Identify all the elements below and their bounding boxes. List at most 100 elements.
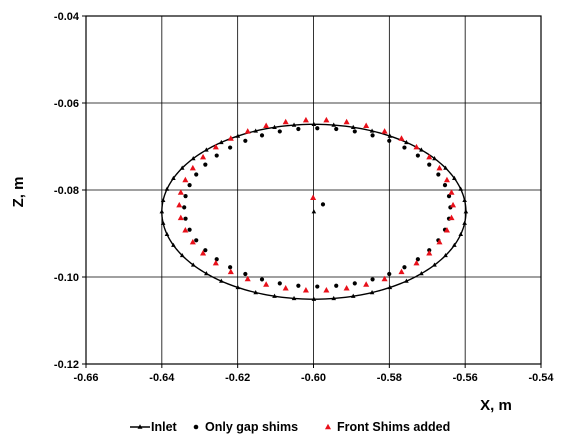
point-front-shims-added	[381, 275, 388, 282]
point-only-gap-shims	[315, 284, 320, 289]
x-tick-label: -0.64	[149, 372, 175, 384]
point-front-shims-added	[200, 249, 207, 256]
point-front-shims-added	[177, 214, 184, 221]
point-inlet	[253, 290, 259, 295]
point-only-gap-shims	[446, 194, 452, 199]
point-front-shims-added	[177, 189, 184, 195]
point-front-shims-added	[443, 227, 450, 233]
point-only-gap-shims	[352, 129, 357, 134]
point-only-gap-shims	[352, 281, 357, 286]
point-front-shims-added	[244, 275, 251, 282]
point-front-shims-added	[282, 118, 289, 125]
point-front-shims-added	[343, 285, 350, 291]
point-inlet	[350, 293, 356, 298]
point-only-gap-shims	[334, 126, 339, 132]
series-1	[182, 126, 453, 289]
point-only-gap-shims	[436, 172, 441, 177]
point-only-gap-shims	[183, 194, 188, 199]
point-inlet	[171, 242, 176, 247]
point-front-shims-added	[363, 281, 370, 287]
point-front-shims-added	[212, 259, 219, 266]
point-front-shims-added	[413, 259, 420, 266]
legend-label-only-gap-shims: Only gap shims	[205, 420, 298, 434]
point-inlet	[311, 121, 317, 126]
point-front-shims-added	[302, 116, 309, 123]
point-only-gap-shims	[296, 126, 301, 132]
point-inlet	[331, 122, 337, 127]
point-inlet	[387, 133, 393, 138]
point-inlet	[291, 122, 297, 127]
point-front-shims-added	[227, 268, 234, 275]
x-tick-label: -0.54	[528, 372, 554, 384]
point-inlet	[204, 147, 209, 152]
point-only-gap-shims	[228, 145, 233, 150]
point-front-shims-added	[176, 201, 183, 208]
point-only-gap-shims-center	[320, 202, 326, 207]
point-inlet	[190, 262, 196, 267]
point-front-shims-added	[244, 128, 251, 134]
point-only-gap-shims	[214, 153, 219, 158]
point-only-gap-shims	[427, 162, 432, 167]
point-only-gap-shims	[387, 271, 392, 277]
point-front-shims-added	[436, 238, 443, 245]
point-inlet	[272, 124, 277, 129]
point-front-shims-added-center	[310, 194, 317, 201]
point-inlet	[452, 175, 457, 180]
point-inlet	[432, 156, 437, 161]
ticks: -0.66 -0.64 -0.62 -0.60 -0.58 -0.56 -0.54 -0.12…	[54, 11, 554, 384]
point-inlet	[432, 262, 437, 267]
legend-label-inlet: Inlet	[151, 420, 178, 434]
point-inlet	[350, 124, 356, 129]
point-inlet	[179, 165, 185, 170]
point-inlet	[369, 290, 375, 295]
point-only-gap-shims	[402, 145, 407, 150]
legend-symbol-front-shims-added	[324, 423, 332, 430]
point-front-shims-added	[398, 268, 405, 275]
point-front-shims-added	[443, 176, 450, 183]
point-inlet	[164, 186, 170, 191]
point-only-gap-shims	[183, 216, 188, 221]
point-inlet	[331, 295, 337, 301]
point-inlet	[235, 133, 241, 138]
point-only-gap-shims	[194, 172, 199, 177]
point-inlet	[419, 271, 424, 276]
point-inlet	[219, 139, 224, 145]
point-front-shims-added	[282, 285, 289, 291]
point-front-shims-added	[413, 143, 420, 150]
point-inlet	[458, 186, 464, 191]
point-inlet	[190, 156, 196, 161]
point-inlet	[179, 252, 185, 258]
x-tick-label: -0.62	[225, 372, 250, 384]
point-front-shims-added	[182, 227, 189, 233]
legend-marker-only-gap-shims	[193, 424, 199, 430]
point-front-shims-added	[212, 143, 219, 150]
point-only-gap-shims	[315, 126, 320, 131]
point-front-shims-added	[182, 176, 189, 183]
point-inlet	[462, 197, 467, 203]
point-front-shims-added	[363, 122, 370, 129]
point-inlet	[452, 242, 457, 247]
point-front-shims-added	[448, 189, 455, 195]
point-only-gap-shims	[442, 182, 448, 188]
point-inlet	[443, 252, 448, 258]
point-front-shims-added	[450, 201, 457, 208]
legend: Inlet Only gap shims Front Shims added	[130, 420, 450, 434]
point-front-shims-added	[426, 249, 433, 256]
x-tick-label: -0.58	[377, 372, 402, 384]
y-tick-label: -0.12	[54, 359, 79, 371]
point-front-shims-added	[189, 164, 196, 171]
y-axis-title: Z, m	[10, 177, 27, 208]
y-tick-label: -0.04	[54, 11, 80, 23]
point-front-shims-added	[343, 118, 350, 125]
point-only-gap-shims	[203, 248, 208, 253]
point-only-gap-shims	[370, 133, 375, 138]
point-only-gap-shims	[194, 238, 199, 243]
point-only-gap-shims	[415, 257, 420, 262]
point-inlet	[164, 231, 170, 237]
point-inlet	[443, 165, 448, 170]
point-only-gap-shims	[296, 283, 301, 288]
point-front-shims-added	[302, 286, 309, 293]
point-inlet	[387, 284, 393, 290]
series-2	[176, 116, 457, 293]
point-inlet	[235, 284, 241, 290]
